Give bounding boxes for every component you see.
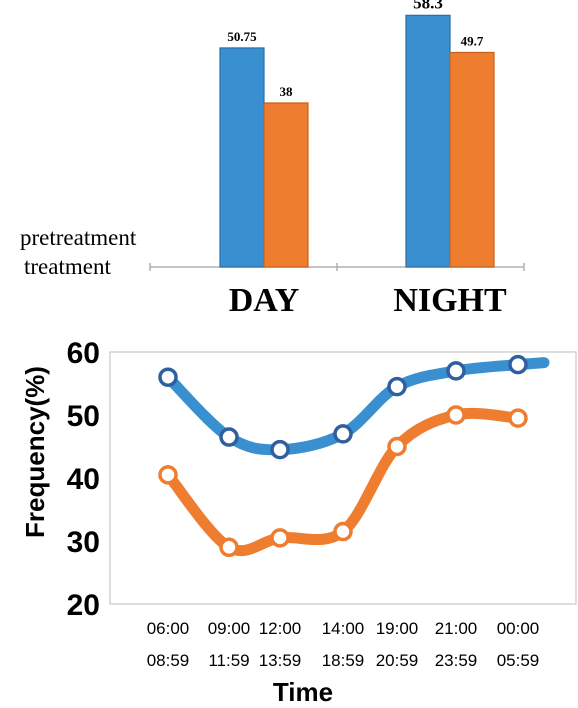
x-tick-label-start: 21:00	[435, 619, 478, 638]
bar-chart-bars	[219, 14, 495, 268]
bar-treatment-day	[263, 102, 309, 268]
data-point-marker-upper	[508, 354, 528, 375]
line-chart-plot-frame	[109, 351, 577, 605]
y-tick-label: 30	[67, 526, 100, 559]
legend-pretreatment: pretreatment	[20, 225, 137, 250]
x-tick-label-start: 09:00	[208, 619, 251, 638]
data-point-marker-upper	[158, 367, 178, 387]
bar-data-label: 50.75	[227, 29, 257, 44]
data-point-marker-lower	[270, 528, 290, 548]
y-axis-title: Frequency(%)	[20, 366, 50, 538]
y-tick-label: 50	[67, 400, 100, 433]
line-chart-x-ticks-end: 08:59 11:59 13:59 18:59 20:59 23:59 05:5…	[147, 651, 540, 670]
x-tick-label-start: 00:00	[497, 619, 540, 638]
bar-chart-data-labels: 50.75 58.3 38 49.7	[227, 0, 484, 99]
x-tick-label-end: 11:59	[208, 651, 249, 670]
y-tick-label: 60	[67, 337, 100, 370]
x-tick-label-end: 20:59	[376, 651, 419, 670]
bar-data-label: 58.3	[413, 0, 443, 12]
bar-data-label: 38	[280, 84, 294, 99]
line-chart-x-ticks-start: 06:00 09:00 12:00 14:00 19:00 21:00 00:0…	[147, 619, 540, 638]
x-tick-label-end: 13:59	[259, 651, 302, 670]
x-tick-label-end: 23:59	[435, 651, 478, 670]
y-tick-label: 20	[67, 589, 100, 622]
data-point-marker-lower	[158, 465, 178, 485]
x-tick-label-end: 05:59	[497, 651, 540, 670]
bar-category-day: DAY	[229, 282, 300, 319]
data-point-marker-lower	[508, 408, 528, 428]
line-chart-series-lines	[162, 357, 550, 557]
legend-treatment: treatment	[24, 254, 111, 279]
bar-chart: 50.75 58.3 38 49.7 DAY NIGHT pretreatment t…	[20, 0, 525, 319]
bar-pretreatment-night	[405, 14, 451, 268]
data-point-marker-upper	[270, 439, 290, 460]
data-point-marker-upper	[333, 424, 353, 444]
x-tick-label-start: 12:00	[259, 619, 302, 638]
bar-category-night: NIGHT	[393, 282, 507, 319]
bar-pretreatment-day	[219, 47, 265, 268]
data-point-marker-lower	[333, 521, 353, 542]
data-point-marker-lower	[387, 436, 407, 457]
x-tick-label-end: 08:59	[147, 651, 190, 670]
x-tick-label-start: 14:00	[322, 619, 365, 638]
bar-treatment-night	[449, 51, 495, 268]
data-point-marker-upper	[446, 361, 466, 381]
data-point-marker-lower	[219, 537, 239, 558]
line-chart-y-ticks: 20 30 40 50 60	[67, 337, 100, 622]
data-point-marker-upper	[219, 427, 239, 447]
y-tick-label: 40	[67, 463, 100, 496]
data-point-marker-lower	[446, 405, 466, 425]
bar-data-label: 49.7	[461, 33, 484, 48]
line-chart: 20 30 40 50 60 06:00 09:00 12:00 14:00 1…	[20, 337, 577, 707]
x-tick-label-end: 18:59	[322, 651, 365, 670]
x-tick-label-start: 19:00	[376, 619, 419, 638]
bar-chart-axis-ticks	[149, 263, 525, 271]
x-tick-label-start: 06:00	[147, 619, 190, 638]
data-point-marker-upper	[387, 376, 407, 397]
x-axis-title: Time	[273, 677, 333, 707]
line-chart-markers	[158, 354, 528, 558]
